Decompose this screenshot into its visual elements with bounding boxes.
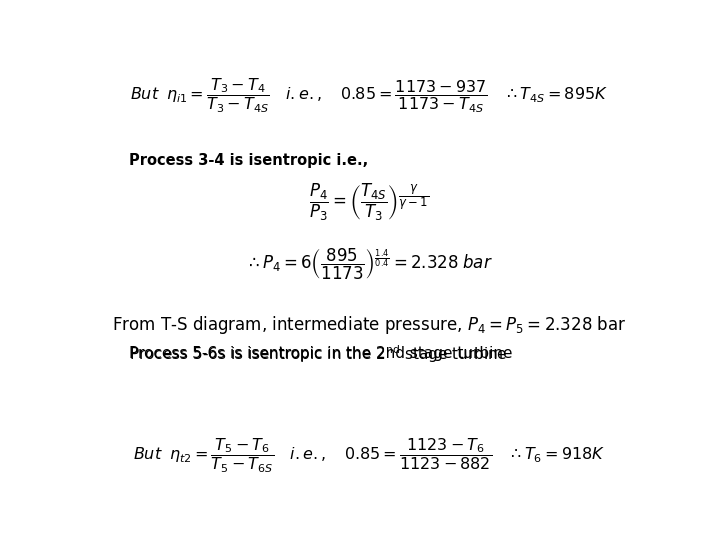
Text: From T-S diagram, intermediate pressure, P₄ = P₅ = 2.328 bar: From T-S diagram, intermediate pressure,… xyxy=(0,539,1,540)
Text: Process 3-4 is isentropic i.e.,: Process 3-4 is isentropic i.e., xyxy=(129,153,369,168)
Text: Process 5-6s is isentropic in the 2nd stage turbine: Process 5-6s is isentropic in the 2nd st… xyxy=(129,346,513,361)
Text: $\dfrac{P_4}{P_3} = \left(\dfrac{T_{4S}}{T_3}\right)^{\dfrac{\gamma}{\gamma-1}}$: $\dfrac{P_4}{P_3} = \left(\dfrac{T_{4S}}… xyxy=(309,181,429,222)
Text: From T-S diagram, intermediate pressure, $P_4 = P_5 = 2.328$ bar: From T-S diagram, intermediate pressure,… xyxy=(112,314,626,336)
Text: $\mathit{But}\;\; \eta_{t2} = \dfrac{T_5 - T_6}{T_5 - T_{6S}} \quad i.e., \quad : $\mathit{But}\;\; \eta_{t2} = \dfrac{T_5… xyxy=(133,436,605,475)
Text: $\mathit{i.e.,}\;\; \dfrac{T_{6S}}{T_5} = \left(\dfrac{P_6}{P_5}\right)^{\dfrac{: $\mathit{i.e.,}\;\; \dfrac{T_{6S}}{T_5} … xyxy=(0,539,1,540)
Text: Process 5-6s is isentropic in the $2^{\mathrm{nd}}$ stage turbine: Process 5-6s is isentropic in the $2^{\m… xyxy=(129,343,508,364)
Text: $\mathit{But}\;\; \eta_{i1} = \dfrac{T_3 - T_4}{T_3 - T_{4S}} \quad i.e., \quad : $\mathit{But}\;\; \eta_{i1} = \dfrac{T_3… xyxy=(130,77,608,115)
Text: $\therefore P_4 = 6\left(\dfrac{895}{1173}\right)^{\frac{1.4}{0.4}} = 2.328\; \m: $\therefore P_4 = 6\left(\dfrac{895}{117… xyxy=(245,247,493,282)
